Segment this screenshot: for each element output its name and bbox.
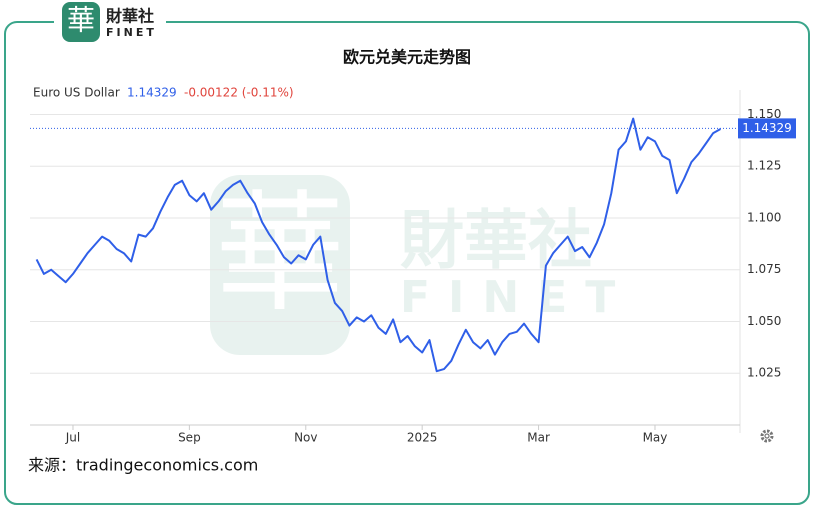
logo-latin: FINET [106, 26, 157, 39]
last-value-label: 1.14329 [742, 121, 792, 135]
logo-name: 財華社 [106, 7, 154, 26]
gear-hole[interactable] [764, 433, 770, 439]
y-tick-label: 1.025 [747, 366, 781, 380]
last-value-box [738, 118, 796, 139]
settings-icon[interactable] [760, 429, 774, 443]
watermark: 華 財華社 FINET [210, 175, 633, 355]
series-line [35, 117, 721, 373]
frame [4, 21, 810, 505]
x-tick-label: Nov [294, 431, 317, 445]
x-tick-label: Mar [527, 431, 550, 445]
legend-change: -0.00122 (-0.11%) [184, 86, 294, 100]
y-tick-label: 1.075 [747, 262, 781, 276]
watermark-badge [210, 175, 350, 355]
logo-mark: 華 [67, 4, 95, 37]
gear[interactable] [760, 429, 774, 443]
x-tick-label: Sep [178, 431, 201, 445]
watermark-mark: 華 [215, 178, 345, 330]
watermark-latin: FINET [400, 272, 633, 323]
logo-badge [62, 2, 100, 42]
x-tick-label: 2025 [407, 431, 438, 445]
x-tick-label: Jul [65, 431, 80, 445]
legend-label: Euro US Dollar [33, 86, 120, 100]
legend-value: 1.14329 [127, 86, 177, 100]
y-tick-label: 1.050 [747, 314, 781, 328]
y-tick-label: 1.100 [747, 210, 781, 224]
watermark-name: 財華社 [400, 205, 592, 279]
y-tick-label: 1.125 [747, 159, 781, 173]
x-tick-label: May [643, 431, 668, 445]
y-tick-label: 1.150 [747, 107, 781, 121]
chart-title: 欧元兑美元走势图 [343, 48, 471, 67]
source: 来源：tradingeconomics.com [28, 456, 258, 475]
